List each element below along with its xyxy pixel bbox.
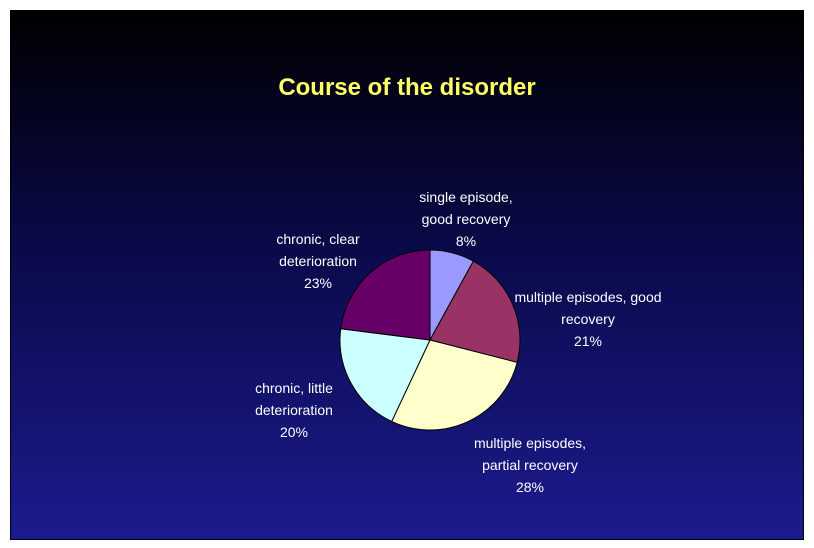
value-label: 8% <box>455 233 477 249</box>
category-label: single episode, good recovery <box>419 189 513 227</box>
slice-label: chronic, clear deterioration 23% <box>263 228 373 294</box>
value-label: 21% <box>573 333 603 349</box>
category-label: chronic, clear deterioration <box>276 231 360 269</box>
slice-label: chronic, little deterioration 20% <box>239 377 349 443</box>
slice-label: single episode, good recovery 8% <box>406 186 526 252</box>
pie-slice <box>391 339 518 431</box>
value-label: 20% <box>279 424 309 440</box>
chart-title: Course of the disorder <box>278 74 536 101</box>
category-label: chronic, little deterioration <box>255 380 333 418</box>
slice-label: multiple episodes, partial recovery 28% <box>455 432 605 498</box>
category-label: multiple episodes, partial recovery <box>473 435 587 473</box>
value-label: 28% <box>515 479 545 495</box>
category-label: multiple episodes, good recovery <box>514 289 662 327</box>
pie-slice <box>339 328 431 423</box>
pie-slice <box>340 249 431 341</box>
pie-slice <box>429 260 521 363</box>
slice-label: multiple episodes, good recovery 21% <box>513 286 663 352</box>
value-label: 23% <box>303 275 333 291</box>
